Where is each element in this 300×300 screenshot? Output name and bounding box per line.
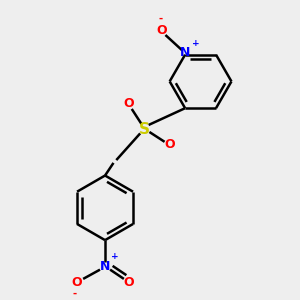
Text: O: O xyxy=(72,276,82,289)
Text: -: - xyxy=(72,289,76,299)
Text: -: - xyxy=(158,14,163,24)
Text: O: O xyxy=(124,98,134,110)
Text: O: O xyxy=(156,24,166,37)
Text: +: + xyxy=(192,40,200,49)
Text: O: O xyxy=(164,138,175,151)
Text: N: N xyxy=(180,46,190,59)
Text: +: + xyxy=(111,253,119,262)
Text: S: S xyxy=(139,122,150,137)
Text: N: N xyxy=(100,260,110,273)
Text: O: O xyxy=(124,276,134,289)
